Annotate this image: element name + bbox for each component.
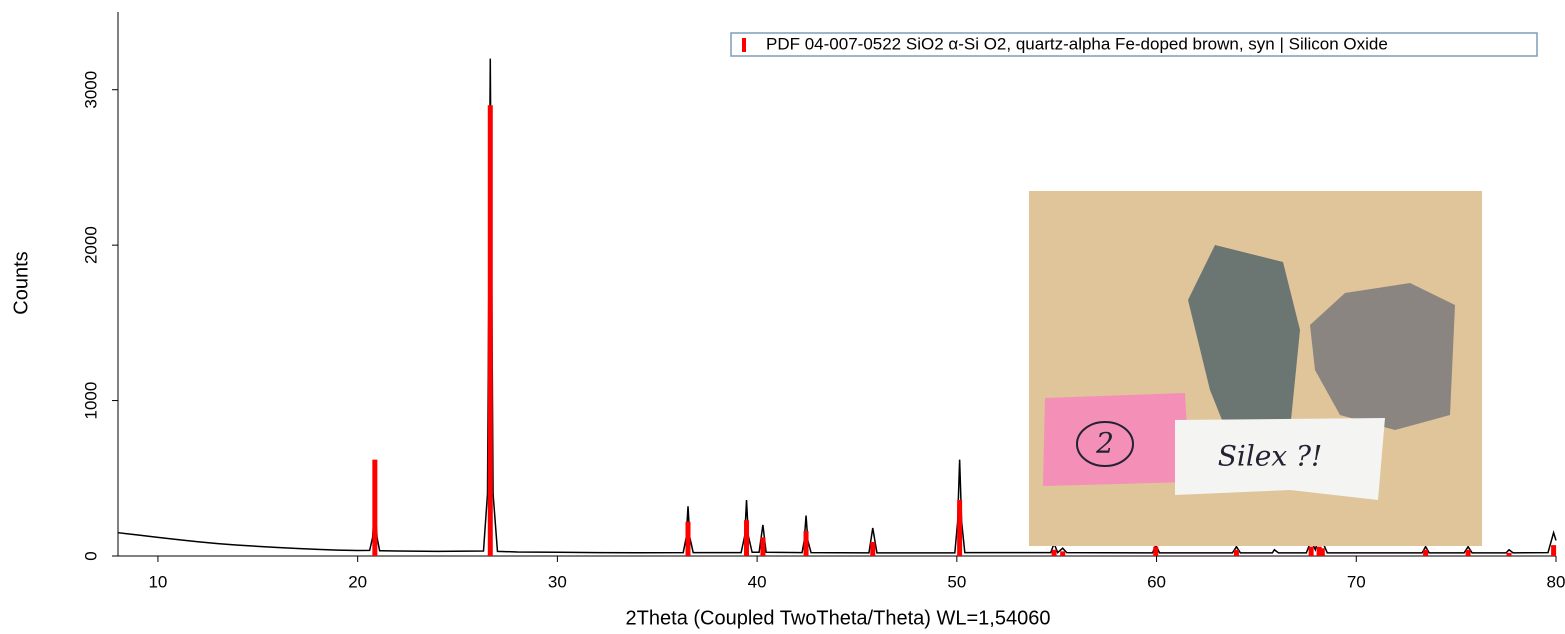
reference-stick [1060,551,1066,556]
reference-stick [1308,546,1314,556]
x-tick-label: 60 [1147,572,1166,591]
legend-swatch [742,38,746,52]
x-axis-label: 2Theta (Coupled TwoTheta/Theta) WL=1,540… [626,607,1051,629]
x-tick-label: 40 [748,572,767,591]
y-tick-label: 0 [81,551,100,560]
reference-stick [372,459,378,556]
legend: PDF 04-007-0522 SiO2 α-Si O2, quartz-alp… [730,32,1538,57]
photo-inset: 2 Silex ?! [1029,191,1482,546]
reference-stick [1319,548,1325,556]
paper-label [1175,418,1385,500]
reference-stick [1153,546,1159,556]
reference-stick [1465,549,1471,556]
x-tick-label: 30 [548,572,567,591]
reference-stick [957,500,963,556]
reference-stick [1506,552,1512,556]
reference-stick [1551,545,1557,556]
legend-box [730,32,1538,57]
x-tick-label: 10 [148,572,167,591]
y-axis-label: Counts [10,251,32,314]
reference-stick [1423,549,1429,556]
rock [1188,245,1300,440]
photo-text: Silex ?! [1218,440,1323,473]
photo-text: 2 [1095,427,1114,460]
reference-stick [803,531,809,556]
y-tick-label: 1000 [81,382,100,420]
x-tick-label: 50 [947,572,966,591]
reference-stick [870,542,876,556]
reference-stick [685,521,691,556]
rock [1310,283,1455,430]
x-tick-label: 20 [348,572,367,591]
y-tick-label: 2000 [81,226,100,264]
pink-note [1043,393,1190,486]
y-tick-label: 3000 [81,71,100,109]
reference-stick [760,537,766,556]
reference-stick [487,105,493,556]
x-tick-label: 80 [1547,572,1565,591]
reference-stick [1316,546,1322,556]
reference-stick [1051,549,1057,556]
legend-label: PDF 04-007-0522 SiO2 α-Si O2, quartz-alp… [766,34,1388,53]
circle-mark [1076,421,1134,467]
reference-stick [1233,549,1239,556]
reference-stick [744,520,750,556]
x-tick-label: 70 [1347,572,1366,591]
